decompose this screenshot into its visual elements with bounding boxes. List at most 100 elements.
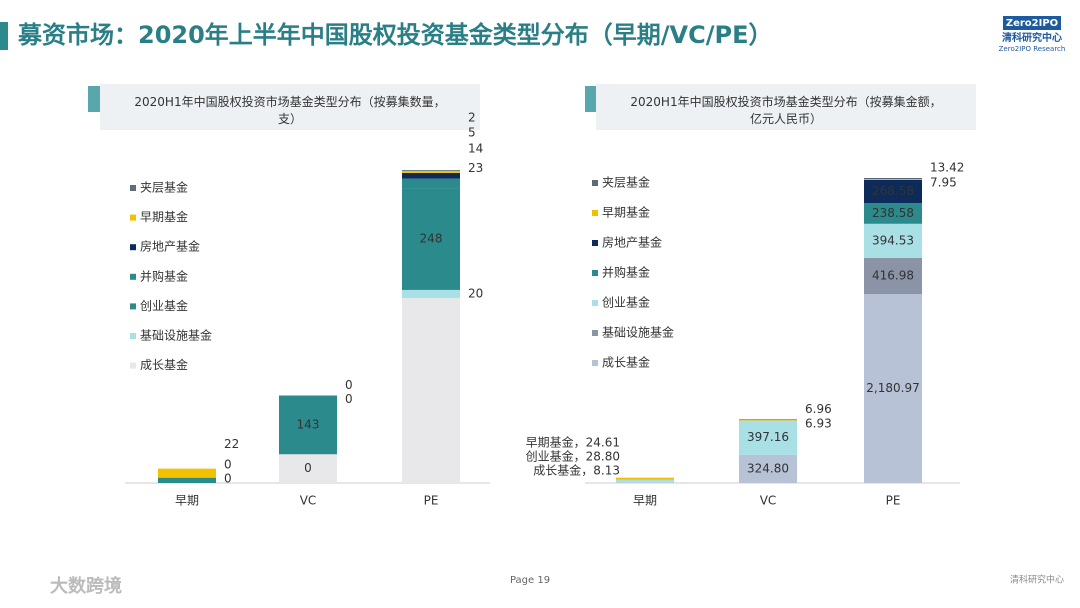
data-label: 早期基金，24.61 [526, 435, 620, 450]
data-label: 14 [468, 141, 483, 155]
legend-label: 并购基金 [602, 265, 650, 280]
x-tick-label: PE [886, 494, 901, 508]
data-label: 6.96 [805, 402, 832, 416]
data-label: 268.58 [872, 184, 914, 198]
bar-segment [739, 420, 797, 455]
legend-swatch [592, 300, 598, 306]
data-label: 0 [224, 458, 232, 472]
bar-segment [864, 179, 922, 180]
data-label: 13.42 [930, 161, 964, 175]
bar-segment [158, 477, 216, 483]
legend-label: 创业基金 [602, 295, 650, 310]
logo-cn: 清科研究中心 [1002, 31, 1062, 44]
footer-brand: 清科研究中心 [1010, 574, 1064, 586]
bar-segment [864, 203, 922, 224]
legend-label: 并购基金 [140, 268, 188, 283]
chart-title: 2020H1年中国股权投资市场基金类型分布（按募集金额，亿元人民币） [630, 94, 941, 126]
legend-label: 房地产基金 [602, 235, 662, 250]
bar-segment [864, 179, 922, 204]
bar-segment [864, 223, 922, 258]
legend-swatch [130, 185, 136, 191]
bar-segment [616, 477, 674, 480]
legend-swatch [130, 362, 136, 369]
data-label: 20 [468, 286, 483, 300]
data-label: 6.93 [805, 416, 832, 430]
bar-segment [739, 419, 797, 421]
logo-box [1003, 16, 1061, 30]
chart-title: 2020H1年中国股权投资市场基金类型分布（按募集数量，支） [134, 94, 445, 126]
bar-segment [158, 468, 216, 478]
x-tick-label: VC [760, 494, 777, 508]
legend-label: 房地产基金 [140, 239, 200, 254]
x-tick-label: 早期 [633, 494, 657, 508]
data-label: 416.98 [872, 269, 914, 283]
bar-segment [739, 454, 797, 483]
data-label: 2 [468, 111, 476, 125]
data-label: 248 [420, 232, 443, 246]
chart-title-box [100, 84, 480, 130]
bar-segment [402, 178, 460, 189]
data-label: 5 [468, 125, 476, 139]
legend-label: 基础设施基金 [140, 328, 212, 343]
legend-swatch [130, 273, 136, 280]
legend-label: 成长基金 [602, 355, 650, 370]
data-label: 324.80 [747, 461, 789, 475]
legend-label: 创业基金 [140, 298, 188, 313]
x-tick-label: 早期 [175, 494, 199, 508]
legend-label: 夹层基金 [602, 175, 650, 190]
data-label: 0 [345, 392, 353, 406]
data-label: 397.16 [747, 430, 789, 444]
page-number: Page 19 [510, 575, 550, 586]
bar-segment [739, 419, 797, 420]
title-accent [0, 22, 8, 50]
legend-swatch [592, 180, 598, 186]
data-label: 22 [224, 437, 239, 451]
bar-segment [402, 170, 460, 171]
slide-title: 募资市场：2020年上半年中国股权投资基金类型分布（早期/VC/PE） [17, 21, 773, 49]
data-label: 0 [345, 378, 353, 392]
bar-segment [864, 178, 922, 180]
data-label: 143 [297, 417, 320, 431]
data-label: 23 [468, 161, 483, 175]
bar-segment [616, 482, 674, 483]
legend-swatch [592, 210, 598, 216]
logo-mark: Zero2IPO [1006, 18, 1058, 29]
bar-segment [616, 479, 674, 483]
bar-segment [402, 170, 460, 173]
bar-segment [279, 395, 337, 455]
bar-segment [864, 257, 922, 295]
data-label: 0 [304, 461, 312, 475]
x-tick-label: PE [424, 494, 439, 508]
legend-label: 早期基金 [602, 205, 650, 220]
data-label: 394.53 [872, 233, 914, 247]
legend-swatch [592, 330, 598, 336]
legend-swatch [592, 360, 598, 366]
legend-swatch [592, 240, 598, 246]
legend-swatch [130, 244, 136, 251]
watermark: 大数跨境 [50, 575, 122, 597]
bar-segment [864, 294, 922, 483]
bar-segment [279, 454, 337, 483]
legend-swatch [130, 303, 136, 310]
chart-title-box [596, 84, 976, 130]
legend-label: 基础设施基金 [602, 325, 674, 340]
legend-label: 夹层基金 [140, 180, 188, 195]
legend-label: 早期基金 [140, 209, 188, 224]
data-label: 0 [224, 472, 232, 486]
bar-segment [402, 172, 460, 179]
bar-segment [402, 289, 460, 299]
logo-en: Zero2IPO Research [999, 45, 1066, 53]
legend-swatch [130, 333, 136, 339]
bar-segment [402, 298, 460, 483]
legend-label: 成长基金 [140, 357, 188, 372]
x-tick-label: VC [300, 494, 317, 508]
legend-swatch [592, 270, 598, 276]
legend-swatch [130, 214, 136, 221]
bar-segment [402, 188, 460, 290]
data-label: 2,180.97 [866, 381, 919, 395]
data-label: 238.58 [872, 206, 914, 220]
data-label: 创业基金，28.80 [526, 449, 620, 464]
data-label: 7.95 [930, 176, 957, 190]
data-label: 成长基金，8.13 [533, 463, 620, 478]
